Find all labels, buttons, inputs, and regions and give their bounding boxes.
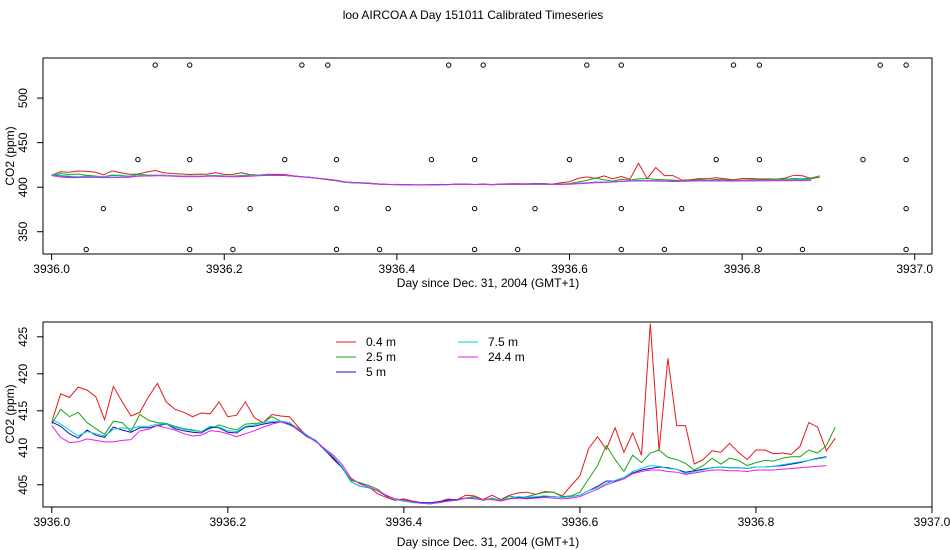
x-tick-label: 3936.2 [209, 515, 246, 529]
x-axis-label-top: Day since Dec. 31, 2004 (GMT+1) [397, 276, 579, 290]
data-point [756, 205, 763, 212]
y-axis-top: 350 400 450 500 [16, 88, 43, 242]
series-line-24-4-m [51, 421, 827, 505]
legend: 0.4 m2.5 m5 m 7.5 m24.4 m [336, 335, 525, 379]
x-tick-label: 3936.4 [379, 262, 416, 276]
series-line-24-4-m [51, 174, 812, 186]
data-point [333, 156, 340, 163]
data-point [584, 62, 590, 68]
data-point [187, 246, 193, 253]
y-tick-label: 400 [16, 177, 30, 197]
panel-bottom: 3936.0 3936.2 3936.4 3936.6 3936.8 3937.0 405… [3, 321, 950, 549]
data-point [83, 246, 89, 253]
data-point [730, 62, 737, 68]
data-point [756, 156, 763, 163]
data-point [679, 205, 685, 212]
data-point [135, 156, 141, 163]
data-point [618, 156, 624, 163]
plot-frame-top [42, 57, 933, 255]
panel-top: 3936.0 3936.2 3936.4 3936.6 3936.8 3937.0 350… [3, 57, 933, 290]
data-point [385, 205, 391, 212]
x-axis-bottom: 3936.0 3936.2 3936.4 3936.6 3936.8 3937.0 [33, 507, 950, 529]
series-line-5-m [51, 421, 827, 504]
data-point [187, 205, 193, 212]
x-tick-label: 3936.6 [551, 262, 588, 276]
data-point [799, 246, 806, 253]
series-line-2-5-m [51, 408, 836, 504]
y-tick-label: 350 [16, 221, 30, 241]
data-point [903, 246, 909, 253]
y-tick-label: 500 [16, 88, 30, 108]
x-axis-label-bottom: Day since Dec. 31, 2004 (GMT+1) [397, 535, 579, 549]
data-point [532, 205, 538, 212]
y-axis-label-bottom: CO2 (ppm) [3, 384, 17, 443]
y-tick-label: 450 [16, 132, 30, 152]
data-point [325, 62, 331, 68]
y-tick-label: 410 [16, 437, 30, 457]
x-tick-label: 3937.0 [896, 262, 933, 276]
data-point [100, 205, 107, 212]
legend-label: 5 m [366, 365, 386, 379]
y-tick-label: 415 [16, 400, 30, 420]
data-point [247, 205, 253, 212]
legend-label: 7.5 m [488, 335, 518, 349]
data-point [756, 62, 763, 68]
data-point [618, 62, 624, 68]
x-tick-label: 3936.6 [562, 515, 599, 529]
plot-area-bottom [51, 323, 836, 505]
legend-label: 0.4 m [366, 335, 396, 349]
data-point [428, 156, 435, 163]
x-tick-label: 3936.2 [206, 262, 243, 276]
data-point [471, 246, 478, 253]
data-point [230, 246, 236, 253]
x-tick-label: 3936.8 [724, 262, 761, 276]
figure-title: loo AIRCOA A Day 151011 Calibrated Times… [343, 8, 604, 22]
data-point [903, 156, 909, 163]
data-point [471, 205, 478, 212]
plot-area-top [51, 62, 909, 253]
x-tick-label: 3937.0 [914, 515, 950, 529]
y-tick-label: 420 [16, 363, 30, 383]
y-axis-label-top: CO2 (ppm) [3, 126, 17, 185]
data-point [282, 156, 288, 163]
data-point [756, 246, 763, 253]
data-point [187, 156, 193, 163]
x-tick-label: 3936.0 [33, 262, 70, 276]
data-point [187, 62, 193, 68]
x-tick-label: 3936.8 [738, 515, 775, 529]
series-line-0-4-m [51, 162, 820, 186]
data-point [903, 62, 909, 68]
data-point [376, 246, 383, 253]
y-tick-label: 405 [16, 474, 30, 494]
data-point [471, 156, 478, 163]
data-point [817, 205, 823, 212]
data-point [515, 246, 521, 253]
data-point [333, 246, 340, 253]
data-point [903, 205, 909, 212]
data-point [566, 156, 573, 163]
legend-label: 2.5 m [366, 350, 396, 364]
data-point [661, 246, 668, 253]
x-tick-label: 3936.4 [386, 515, 423, 529]
data-point [152, 62, 158, 68]
series-line-7-5-m [51, 418, 827, 504]
data-point [713, 156, 719, 163]
data-point [860, 156, 866, 163]
data-point [877, 62, 883, 68]
plot-frame-bottom [42, 321, 933, 508]
data-point [618, 205, 624, 212]
y-axis-bottom: 405 410 415 420 425 [16, 326, 43, 495]
legend-label: 24.4 m [488, 350, 525, 364]
data-point [480, 62, 486, 68]
series-line-0-4-m [51, 323, 836, 504]
x-tick-label: 3936.0 [33, 515, 70, 529]
x-axis-top: 3936.0 3936.2 3936.4 3936.6 3936.8 3937.0 [33, 254, 933, 276]
y-tick-label: 425 [16, 326, 30, 346]
data-point [446, 62, 452, 68]
data-point [618, 246, 624, 253]
data-point [299, 62, 305, 68]
data-point [333, 205, 340, 212]
